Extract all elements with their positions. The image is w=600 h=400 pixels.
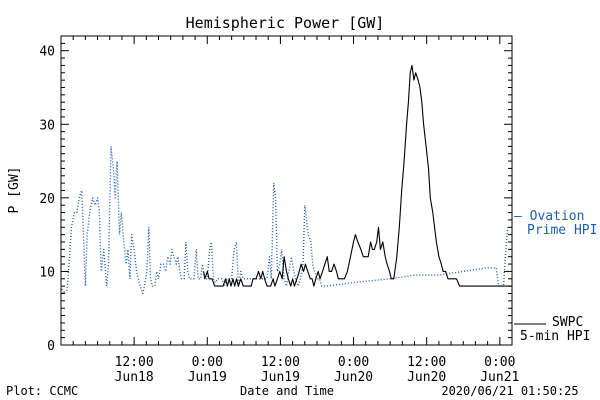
legend-ovation-label: – Ovation	[514, 209, 584, 224]
x-axis: 12:00Jun180:00Jun1912:00Jun190:00Jun2012…	[60, 36, 519, 385]
x-axis-label: Date and Time	[240, 384, 334, 398]
y-axis-label: P [GW]	[7, 167, 22, 214]
footer-plot-credit: Plot: CCMC	[6, 384, 78, 398]
y-tick-label: 0	[47, 339, 55, 354]
x-tick-date-label: Jun21	[480, 370, 519, 385]
x-tick-time-label: 0:00	[192, 355, 223, 370]
y-tick-label: 20	[39, 192, 55, 207]
x-tick-time-label: 12:00	[407, 355, 446, 370]
footer-timestamp: 2020/06/21 01:50:25	[441, 384, 578, 398]
x-tick-date-label: Jun20	[407, 370, 446, 385]
x-tick-date-label: Jun19	[261, 370, 300, 385]
legend-ovation-label-2: Prime HPI	[527, 223, 597, 238]
y-axis: 0 10 20 30 40	[39, 35, 512, 354]
swpc-hpi-line	[203, 64, 512, 287]
legend-swpc-label-2: 5-min HPI	[520, 329, 590, 344]
y-tick-label: 30	[39, 118, 55, 133]
y-tick-label: 10	[39, 265, 55, 280]
x-tick-time-label: 12:00	[261, 355, 300, 370]
plot-area	[60, 35, 513, 346]
x-tick-date-label: Jun18	[115, 370, 154, 385]
ovation-prime-hpi-line	[60, 145, 509, 295]
series-layer	[60, 64, 512, 295]
x-tick-date-label: Jun20	[334, 370, 373, 385]
x-tick-time-label: 0:00	[484, 355, 515, 370]
x-tick-date-label: Jun19	[188, 370, 227, 385]
plot-frame	[60, 35, 513, 346]
x-tick-time-label: 0:00	[338, 355, 369, 370]
y-tick-label: 40	[39, 45, 55, 60]
legend-swpc-label: SWPC	[552, 315, 583, 330]
x-tick-time-label: 12:00	[115, 355, 154, 370]
chart-title: Hemispheric Power [GW]	[186, 14, 385, 32]
